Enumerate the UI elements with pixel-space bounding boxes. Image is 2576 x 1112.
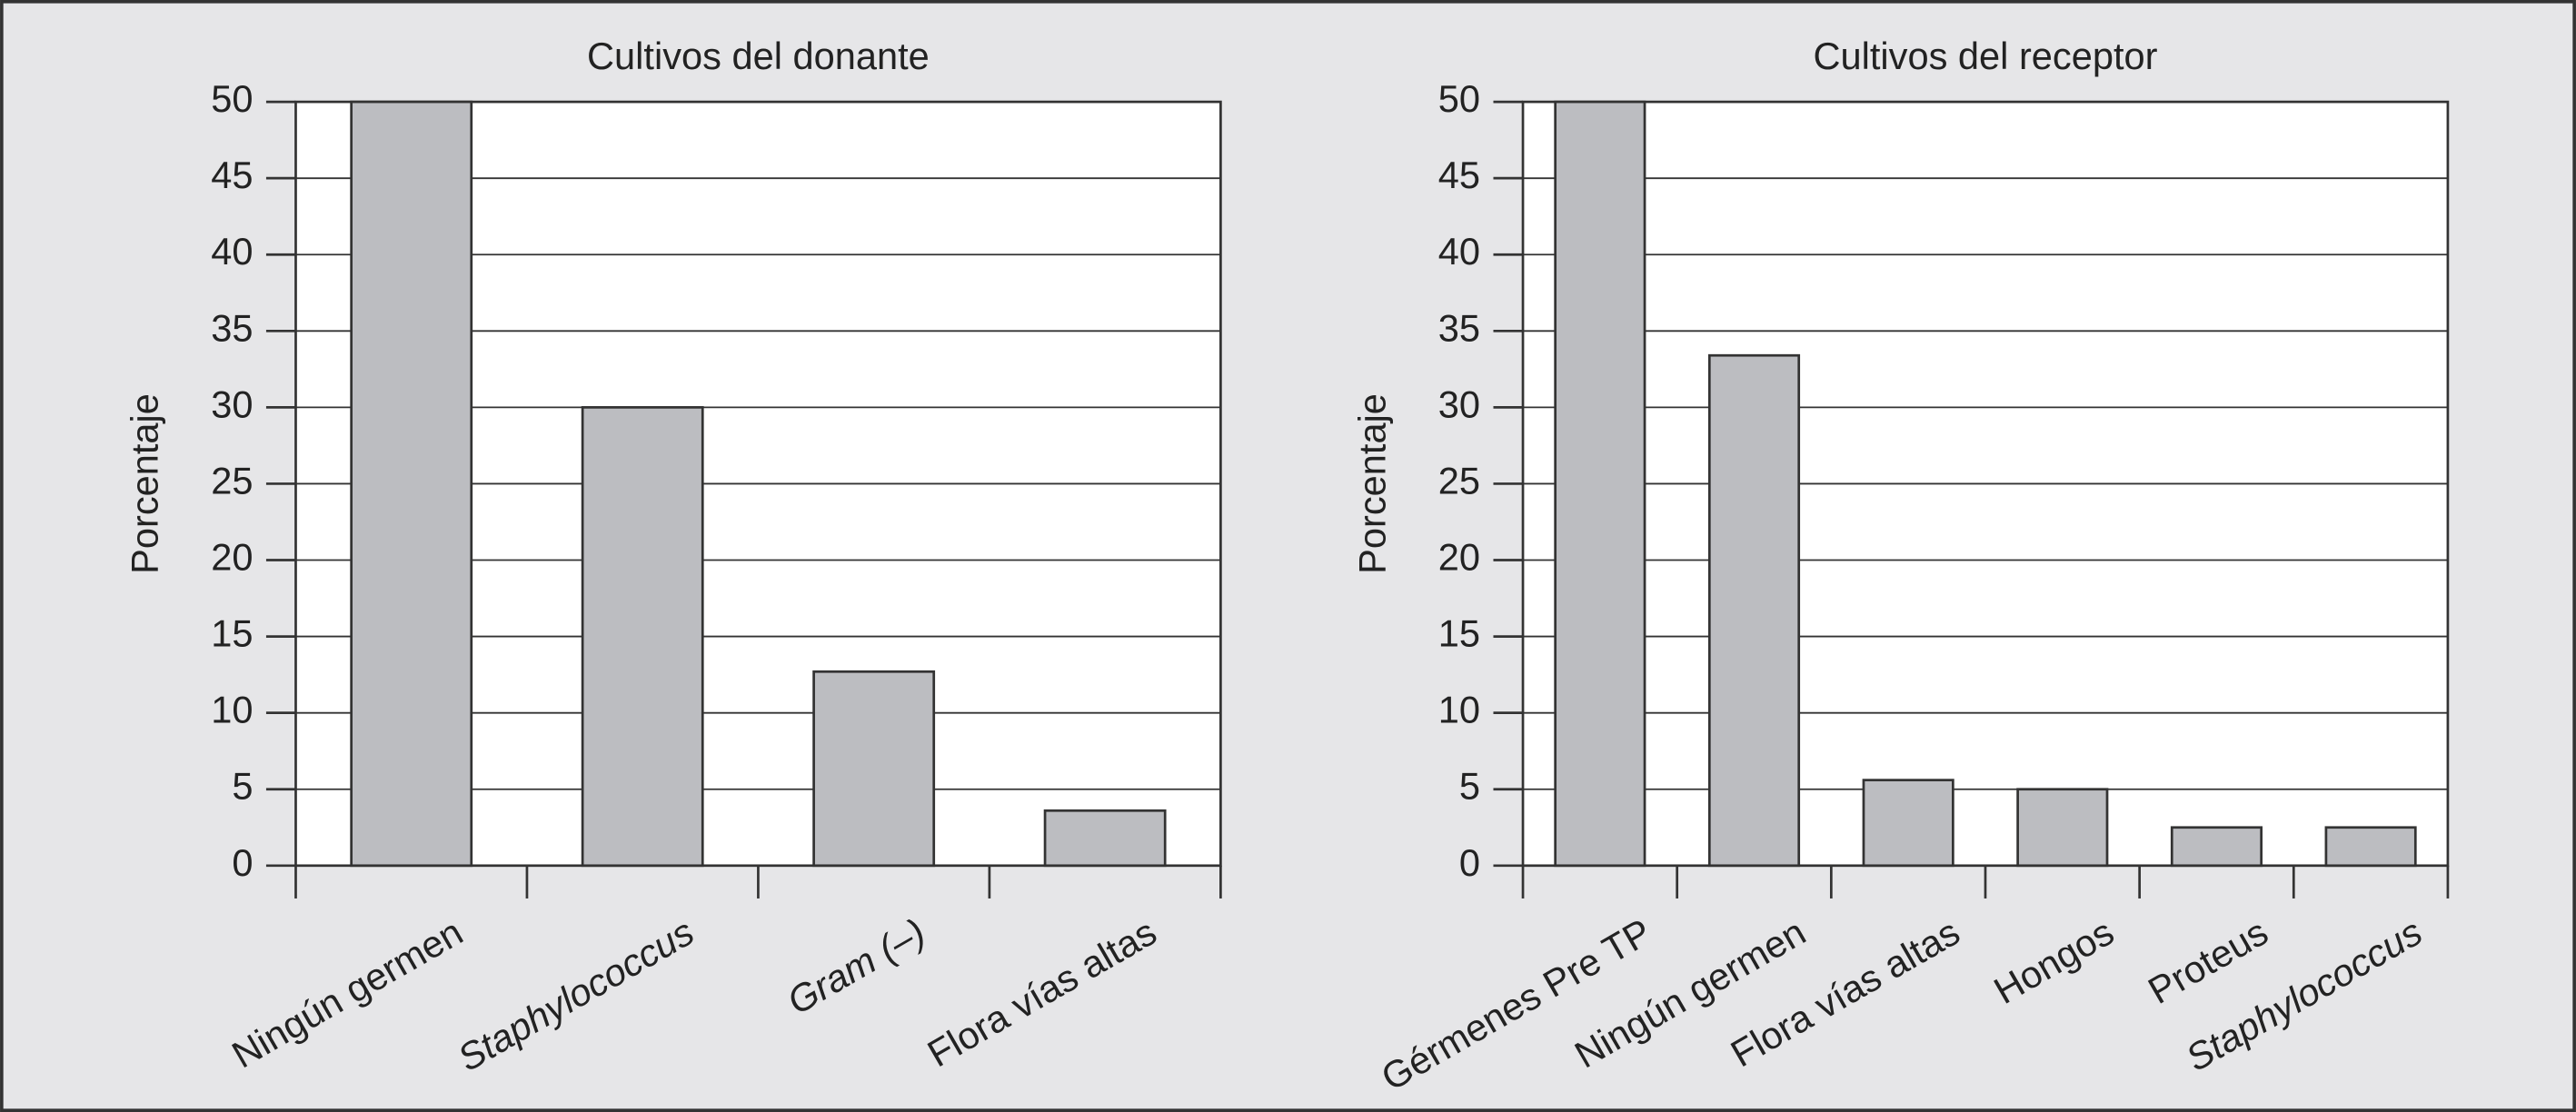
chart-title: Cultivos del donante: [587, 35, 930, 77]
bar: [2324, 826, 2417, 868]
bar: [350, 100, 473, 868]
bar: [812, 670, 936, 868]
bar: [1707, 353, 1801, 868]
y-tick-label: 30: [1438, 382, 1480, 425]
y-tick-label: 30: [211, 382, 253, 425]
y-tick-label: 40: [211, 230, 253, 273]
y-tick-label: 35: [1438, 306, 1480, 349]
y-axis-label: Porcentaje: [1350, 393, 1393, 574]
y-tick-label: 0: [232, 841, 253, 884]
bar: [1554, 100, 1646, 868]
y-tick-label: 35: [211, 306, 253, 349]
bar: [2170, 826, 2263, 868]
y-tick-label: 50: [1438, 77, 1480, 120]
y-tick-label: 50: [211, 77, 253, 120]
y-tick-label: 15: [211, 612, 253, 655]
bar: [1862, 779, 1954, 868]
y-tick-label: 20: [1438, 536, 1480, 579]
y-tick-label: 45: [211, 154, 253, 196]
bar: [1043, 809, 1167, 868]
y-tick-label: 25: [1438, 459, 1480, 501]
y-tick-label: 10: [1438, 689, 1480, 731]
y-tick-label: 10: [211, 689, 253, 731]
y-tick-label: 25: [211, 459, 253, 501]
y-axis-label: Porcentaje: [124, 393, 166, 574]
chart-title: Cultivos del receptor: [1813, 35, 2157, 77]
y-tick-label: 5: [1459, 765, 1480, 808]
y-tick-label: 20: [211, 536, 253, 579]
y-tick-label: 15: [1438, 612, 1480, 655]
y-tick-label: 0: [1459, 841, 1480, 884]
y-tick-label: 40: [1438, 230, 1480, 273]
y-tick-label: 5: [232, 765, 253, 808]
y-tick-label: 45: [1438, 154, 1480, 196]
bar: [581, 406, 704, 868]
bar: [2016, 788, 2109, 868]
